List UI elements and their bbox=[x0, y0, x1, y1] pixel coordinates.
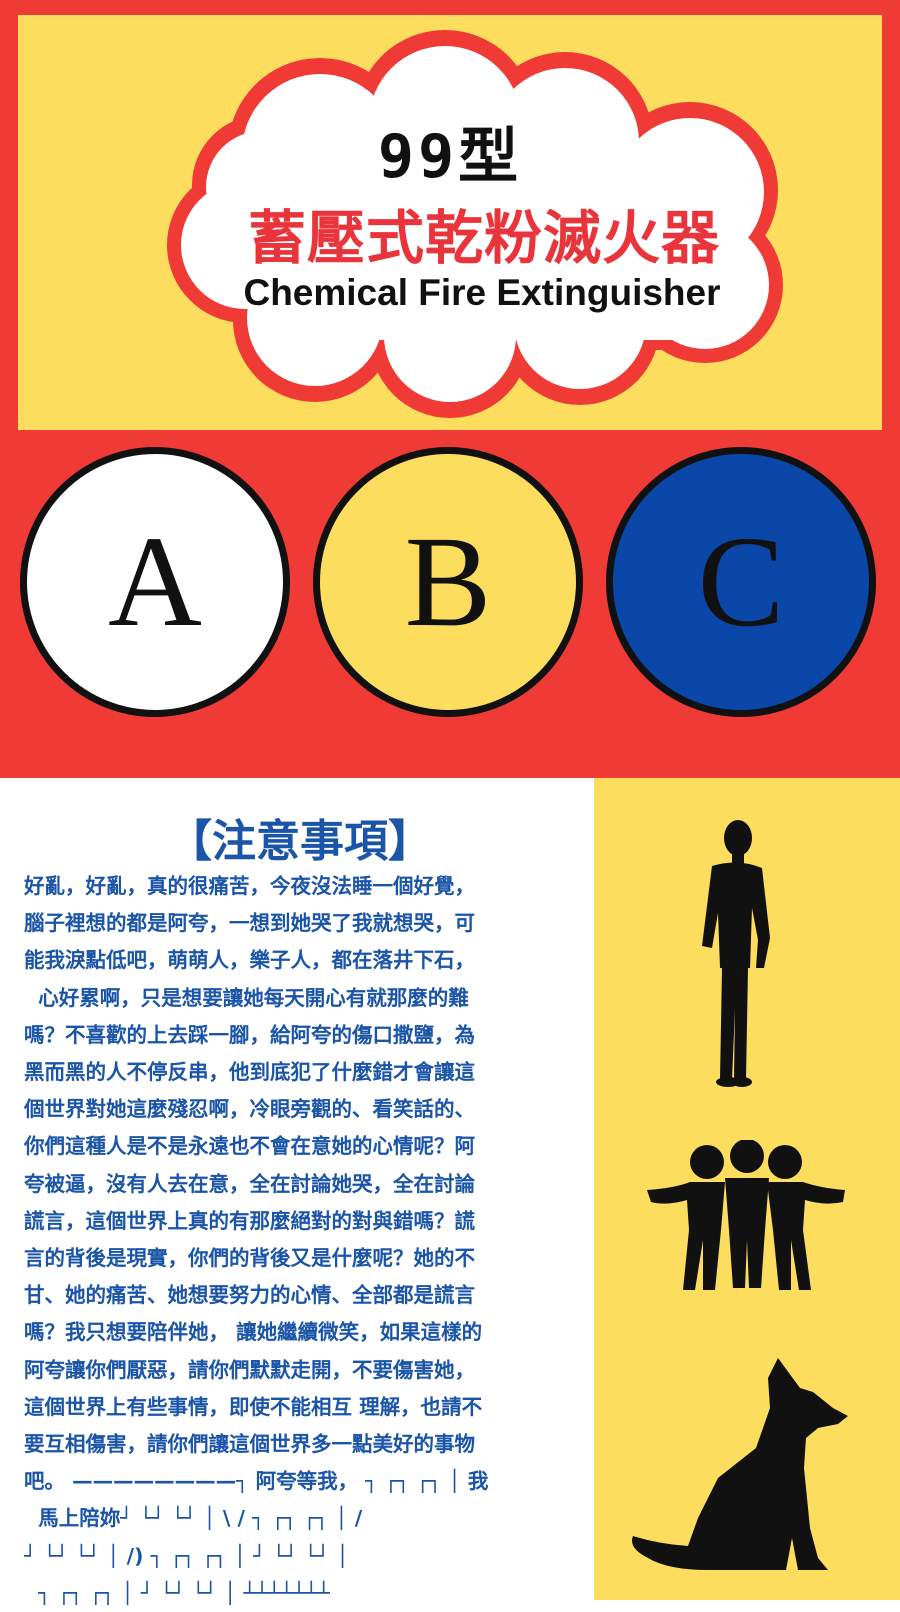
notes-line: 個世界對她這麼殘忍啊，冷眼旁觀的、看笑話的、 bbox=[24, 1097, 475, 1122]
notes-line: 阿夸讓你們厭惡，請你們默默走開，不要傷害她， bbox=[24, 1357, 475, 1382]
notes-line: 好亂，好亂，真的很痛苦，今夜沒法睡一個好覺， bbox=[24, 874, 475, 898]
notes-line: 要互相傷害，請你們讓這個世界多一點美好的事物 bbox=[24, 1432, 475, 1457]
fire-class-a-badge: A bbox=[20, 447, 290, 717]
notes-line: 這個世界上有些事情，即使不能相互 理解，也請不 bbox=[24, 1394, 483, 1419]
notes-line: 心好累啊，只是想要讓她每天開心有就那麼的難 bbox=[24, 985, 469, 1010]
dog-silhouette-icon bbox=[632, 1358, 848, 1570]
notes-line: 嗎？我只想要陪伴她， 讓她繼續微笑，如果這樣的 bbox=[24, 1320, 483, 1345]
notes-line: 你們這種人是不是永遠也不會在意她的心情呢？阿 bbox=[24, 1134, 475, 1159]
notes-line: 吧。 ————————┐ 阿夸等我， ┐ ┌┐ ┌┐ │ 我 bbox=[24, 1469, 489, 1494]
model-number: 99型 bbox=[377, 122, 523, 192]
notes-line: ┐ ┌┐ ┌┐ │ ┘ └┘ └┘ │ ┴┴┴┴┴┴┴ bbox=[24, 1580, 330, 1605]
group-of-people-icon bbox=[647, 1140, 845, 1290]
notes-line: 能我淚點低吧，萌萌人，樂子人，都在落井下石， bbox=[24, 948, 475, 973]
notes-line: 言的背後是現實，你們的背後又是什麼呢？她的不 bbox=[24, 1246, 475, 1271]
fire-class-a-letter: A bbox=[108, 510, 202, 654]
title-english: Chemical Fire Extinguisher bbox=[243, 272, 721, 313]
fire-class-b-letter: B bbox=[404, 510, 492, 654]
notes-line: 嗎？不喜歡的上去踩一腳，給阿夸的傷口撒鹽，為 bbox=[24, 1022, 475, 1047]
notes-line: ┘ └┘ └┘ │ /) ┐ ┌┐ ┌┐ │ ┘ └┘ └┘ │ bbox=[24, 1543, 349, 1568]
notes-line: 謊言，這個世界上真的有那麼絕對的對與錯嗎？謊 bbox=[24, 1208, 475, 1233]
notes-line: 腦子裡想的都是阿夸，一想到她哭了我就想哭，可 bbox=[24, 911, 475, 936]
notes-line: 夸被逼，沒有人去在意，全在討論她哭，全在討論 bbox=[24, 1171, 475, 1196]
fire-class-c-letter: C bbox=[697, 510, 785, 654]
notes-line: 馬上陪妳┘ └┘ └┘ │ \ / ┐ ┌┐ ┌┐ │ / bbox=[24, 1506, 363, 1531]
notes-body: 好亂，好亂，真的很痛苦，今夜沒法睡一個好覺， 腦子裡想的都是阿夸，一想到她哭了我… bbox=[24, 868, 572, 1612]
man-silhouette-icon bbox=[702, 820, 770, 1087]
notes-heading: 【注意事項】 bbox=[168, 816, 432, 867]
notes-line: 甘、她的痛苦、她想要努力的心情、全部都是謊言 bbox=[24, 1283, 475, 1308]
fire-class-c-badge: C bbox=[606, 447, 876, 717]
fire-class-b-badge: B bbox=[313, 447, 583, 717]
cloud-shape-icon bbox=[167, 30, 783, 418]
notes-line: 黑而黑的人不停反串，他到底犯了什麼錯才會讓這 bbox=[24, 1060, 475, 1085]
title-chinese: 蓄壓式乾粉滅火器 bbox=[247, 204, 721, 272]
